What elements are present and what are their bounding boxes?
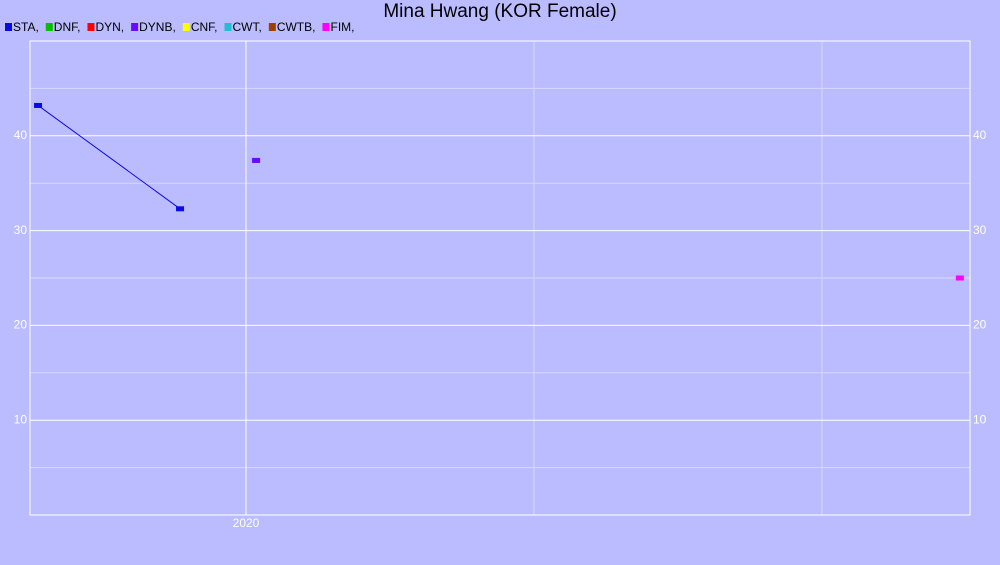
data-point (955, 275, 964, 281)
data-point (34, 102, 43, 108)
legend-label: CWT, (232, 20, 261, 34)
y-tick-label: 40 (14, 128, 28, 142)
y-tick-label: 20 (14, 318, 28, 332)
y2-tick-label: 10 (973, 412, 987, 426)
legend-swatch (5, 23, 12, 31)
y2-tick-label: 40 (973, 128, 987, 142)
legend-label: DYN, (95, 20, 124, 34)
legend-label: DNF, (54, 20, 81, 34)
y2-tick-label: 20 (973, 318, 987, 332)
plot-frame (29, 40, 971, 516)
legend-swatch (182, 23, 190, 31)
chart-title: Mina Hwang (KOR Female) (383, 1, 616, 22)
series-line (37, 105, 181, 210)
data-point (176, 206, 185, 212)
legend-label: STA, (13, 20, 39, 34)
legend-swatch (224, 23, 232, 31)
y-tick-label: 30 (14, 223, 28, 237)
legend-swatch (45, 23, 53, 31)
y-tick-label: 10 (14, 412, 28, 426)
legend-label: CNF, (191, 20, 218, 34)
legend-label: CWTB, (277, 20, 316, 34)
legend-label: FIM, (330, 20, 354, 34)
legend-swatch (268, 23, 276, 31)
legend-swatch (87, 23, 95, 31)
legend-swatch (322, 23, 330, 31)
data-point (252, 157, 261, 163)
x-tick-label: 2020 (233, 516, 260, 530)
y2-tick-label: 30 (973, 223, 987, 237)
legend-label: DYNB, (139, 20, 176, 34)
legend-swatch (131, 23, 139, 31)
